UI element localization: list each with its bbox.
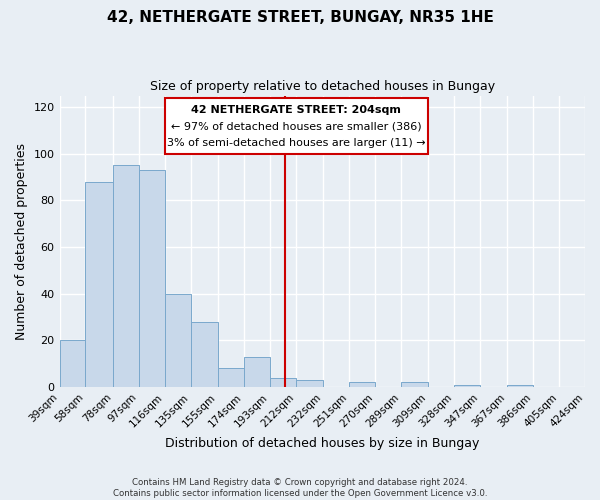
Bar [507, 384, 533, 387]
Text: Contains HM Land Registry data © Crown copyright and database right 2024.
Contai: Contains HM Land Registry data © Crown c… [113, 478, 487, 498]
Bar [349, 382, 375, 387]
X-axis label: Distribution of detached houses by size in Bungay: Distribution of detached houses by size … [165, 437, 479, 450]
Text: 3% of semi-detached houses are larger (11) →: 3% of semi-detached houses are larger (1… [167, 138, 425, 147]
Bar [59, 340, 85, 387]
Bar [244, 356, 270, 387]
Bar [139, 170, 164, 387]
Text: 42, NETHERGATE STREET, BUNGAY, NR35 1HE: 42, NETHERGATE STREET, BUNGAY, NR35 1HE [107, 10, 493, 25]
Text: 42 NETHERGATE STREET: 204sqm: 42 NETHERGATE STREET: 204sqm [191, 105, 401, 115]
Bar [454, 384, 480, 387]
Bar [296, 380, 323, 387]
Title: Size of property relative to detached houses in Bungay: Size of property relative to detached ho… [150, 80, 495, 93]
Bar [85, 182, 113, 387]
Y-axis label: Number of detached properties: Number of detached properties [15, 143, 28, 340]
Bar [191, 322, 218, 387]
Bar [401, 382, 428, 387]
Bar [270, 378, 296, 387]
Bar [218, 368, 244, 387]
Text: ← 97% of detached houses are smaller (386): ← 97% of detached houses are smaller (38… [171, 121, 422, 131]
Bar [113, 166, 139, 387]
Bar [164, 294, 191, 387]
FancyBboxPatch shape [164, 98, 428, 154]
